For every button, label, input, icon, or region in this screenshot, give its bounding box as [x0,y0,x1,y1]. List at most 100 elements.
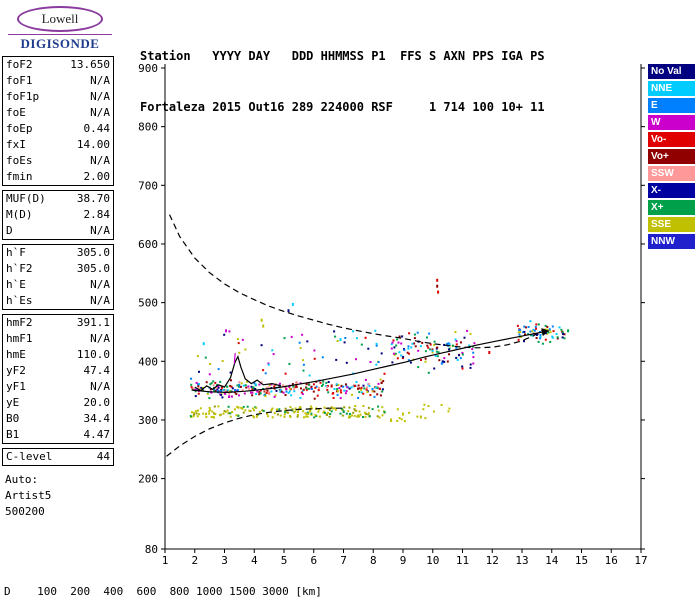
echo-point [358,387,361,390]
echo-point [313,357,316,360]
echo-point [289,415,292,418]
echo-point [407,359,410,362]
echo-point [435,350,438,353]
echo-point [241,338,244,341]
echo-point [252,415,255,418]
echo-point [330,384,333,387]
echo-point [318,386,320,389]
echo-point [312,383,315,386]
echo-point [339,397,342,400]
echo-point [408,352,410,355]
echo-point [426,344,429,347]
echo-point [308,383,311,386]
echo-point [219,380,222,383]
echo-point [402,355,405,358]
echo-point [285,390,288,393]
parameter-row-clevel: C-level 44 [3,449,113,465]
echo-point [337,390,339,393]
echo-point [400,354,403,357]
distance-row: D 100 200 400 600 800 1000 1500 3000 [km… [4,585,322,598]
echo-point [252,386,254,389]
echo-point [437,290,440,294]
echo-point [458,354,460,357]
echo-point [309,410,312,413]
echo-point [436,355,439,358]
echo-point [469,366,472,369]
echo-point [223,410,226,413]
parameter-name: foF1 [6,74,33,87]
echo-point [270,409,273,412]
echo-point [336,388,339,390]
echo-point [544,328,547,331]
echo-point [390,418,393,422]
echo-cluster-sse-right [390,403,451,423]
echo-point [416,415,419,418]
echo-point [215,384,218,387]
echo-point [549,341,552,343]
echo-point [198,413,201,416]
echo-point [394,352,397,355]
echo-point [431,349,434,352]
echo-point [287,391,290,394]
echo-point [197,392,200,395]
echo-point [446,343,449,345]
echo-point [339,389,342,392]
echo-point [251,391,254,394]
echo-point [313,349,316,352]
echo-point [289,406,292,408]
echo-point [455,343,458,346]
echo-point [375,344,378,347]
echo-point [226,389,229,392]
echo-point [205,413,207,416]
echo-point [441,360,444,363]
echo-point [293,411,296,414]
parameter-value: N/A [90,380,110,393]
parameter-row-hmf1: hmF1 N/A [3,331,113,347]
echo-point [446,360,449,363]
echo-point [268,384,271,387]
echo-point [452,344,454,347]
echo-point [523,325,526,328]
echo-point [460,341,462,344]
parameter-row-foe: foE N/A [3,105,113,121]
echo-point [567,329,570,333]
echo-point [199,407,202,410]
header-values-line: Fortaleza 2015 Out16 289 224000 RSF 1 71… [140,100,545,114]
echo-point [447,348,450,351]
echo-point [285,411,288,414]
echo-point [381,390,384,393]
echo-point [253,416,256,419]
parameter-value: 14.00 [76,138,110,151]
parameter-group: h`F 305.0 h`F2 305.0 h`E N/A h`Es N/A [2,244,114,310]
echo-point [365,388,368,391]
echo-point [190,377,192,380]
echo-point [287,411,289,414]
x-tick-label: 5 [281,554,288,567]
parameter-name: yF1 [6,380,26,393]
echo-point [272,353,275,356]
echo-point [310,385,313,388]
echo-point [236,389,239,392]
echo-point [261,409,264,412]
echo-point [424,350,427,353]
echo-point [393,346,396,349]
echo-point [291,383,294,385]
echo-point [195,412,198,415]
echo-point [431,351,434,354]
echo-point [342,385,345,388]
echo-point [378,416,381,419]
echo-point [362,384,365,387]
parameter-group: C-level 44 [2,448,114,466]
echo-point [250,391,252,394]
echo-point [429,343,432,346]
parameter-name: D [6,224,13,237]
echo-point [275,408,278,411]
echo-point [396,408,399,411]
echo-point [360,386,363,389]
echo-point [369,394,372,397]
echo-point [351,393,353,396]
parameter-name: MUF(D) [6,192,46,205]
parameter-name: B1 [6,428,20,441]
echo-point [335,383,338,386]
y-tick-label: 800 [138,121,158,134]
